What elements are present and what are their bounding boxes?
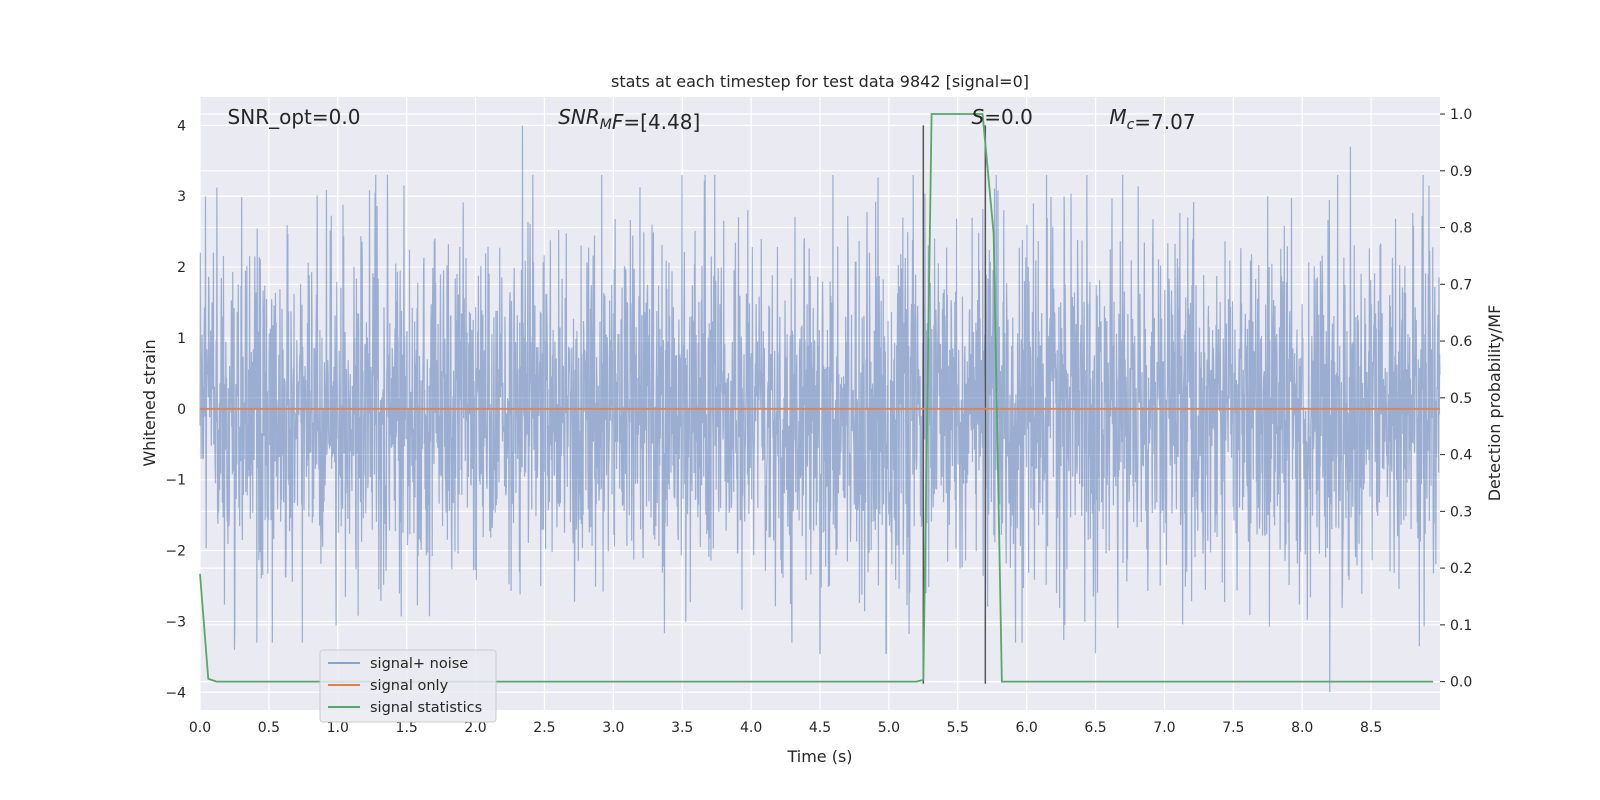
- y-axis-label-left: Whitened strain: [140, 339, 159, 466]
- x-tick-label: 5.5: [947, 720, 969, 736]
- annotation-part: S: [972, 105, 985, 129]
- x-tick-label: 4.0: [740, 720, 762, 736]
- x-tick-label: 4.5: [809, 720, 831, 736]
- y-tick-label-left: 3: [177, 189, 186, 205]
- y-tick-label-right: 0.4: [1450, 448, 1472, 464]
- y-tick-label-left: 4: [177, 118, 186, 134]
- annotation-text: SNRMF=[4.48]: [558, 105, 700, 134]
- x-tick-label: 6.0: [1016, 720, 1038, 736]
- y-tick-label-right: 0.7: [1450, 277, 1472, 293]
- y-tick-label-right: 0.3: [1450, 504, 1472, 520]
- x-tick-label: 8.0: [1291, 720, 1313, 736]
- annotation-part: F: [612, 110, 624, 134]
- annotation-part: =7.07: [1134, 110, 1195, 134]
- legend-label-signal-statistics: signal statistics: [370, 700, 482, 716]
- annotation-part: SNR: [558, 105, 600, 129]
- x-ticks: 0.0 0.5 1.0 1.5 2.0 2.5 3.0 3.5 4.0 4.5 5.0 5.5 6.0 6…: [189, 720, 1382, 736]
- line-series: [199, 113, 1440, 683]
- x-tick-label: 3.5: [671, 720, 693, 736]
- y-tick-label-left: 2: [177, 260, 186, 276]
- series-signal-plus-noise: [199, 125, 1441, 693]
- y-tick-label-right: 0.9: [1450, 164, 1472, 180]
- chart-title: stats at each timestep for test data 984…: [611, 72, 1029, 91]
- x-tick-label: 0.5: [258, 720, 280, 736]
- series-line-signal-statistics: [199, 113, 1434, 683]
- annotation-part: M: [1109, 105, 1126, 129]
- x-tick-label: 0.0: [189, 720, 211, 736]
- y-tick-label-right: 0.1: [1450, 618, 1472, 634]
- y-ticks-right: 0.0 0.1 0.2 0.3 0.4 0.5 0.6 0.7 0.8 0.9 1.0: [1440, 107, 1472, 691]
- annotation-part: =0.0: [984, 105, 1033, 129]
- y-tick-label-left: −4: [165, 685, 186, 701]
- x-tick-label: 1.0: [327, 720, 349, 736]
- annotation-part: =[4.48]: [623, 110, 700, 134]
- x-tick-label: 3.0: [602, 720, 624, 736]
- legend-label-signal-plus-noise: signal+ noise: [370, 656, 468, 672]
- y-tick-label-right: 0.0: [1450, 675, 1472, 691]
- legend-label-signal-only: signal only: [370, 678, 449, 694]
- annotation-part: M: [600, 117, 612, 133]
- y-tick-label-left: 1: [177, 331, 186, 347]
- y-tick-label-left: 0: [177, 402, 186, 418]
- legend: signal+ noise signal only signal statist…: [319, 649, 497, 723]
- annotations: SNR_opt=0.0 SNRMF=[4.48] S=0.0 Mc=7.07: [228, 105, 1196, 134]
- annotation-text: S=0.0: [972, 105, 1033, 129]
- x-tick-label: 7.5: [1222, 720, 1244, 736]
- y-tick-label-right: 0.6: [1450, 334, 1472, 350]
- y-axis-label-right: Detection probability/MF: [1485, 305, 1504, 502]
- y-tick-label-right: 0.2: [1450, 561, 1472, 577]
- x-axis-label: Time (s): [786, 747, 852, 766]
- x-tick-label: 7.0: [1153, 720, 1175, 736]
- y-tick-label-right: 1.0: [1450, 107, 1472, 123]
- vertical-markers: [922, 125, 987, 684]
- y-tick-label-left: −2: [165, 544, 186, 560]
- x-tick-label: 8.5: [1360, 720, 1382, 736]
- annotation-text: Mc=7.07: [1109, 105, 1195, 134]
- annotation-part: SNR_opt=0.0: [228, 105, 361, 129]
- legend-box: [319, 649, 497, 723]
- annotation-text: SNR_opt=0.0: [228, 105, 361, 129]
- x-tick-label: 2.5: [533, 720, 555, 736]
- x-tick-label: 1.5: [396, 720, 418, 736]
- y-tick-label-right: 0.8: [1450, 221, 1472, 237]
- y-tick-label-right: 0.5: [1450, 391, 1472, 407]
- series-line-signal-plus-noise: [199, 125, 1441, 693]
- x-tick-label: 5.0: [878, 720, 900, 736]
- annotation-part: c: [1127, 117, 1135, 133]
- x-tick-label: 2.0: [464, 720, 486, 736]
- x-tick-label: 6.5: [1084, 720, 1106, 736]
- y-tick-label-left: −1: [165, 473, 186, 489]
- y-tick-label-left: −3: [165, 614, 186, 630]
- y-ticks-left: −4 −3 −2 −1 0 1 2 3 4: [165, 118, 186, 701]
